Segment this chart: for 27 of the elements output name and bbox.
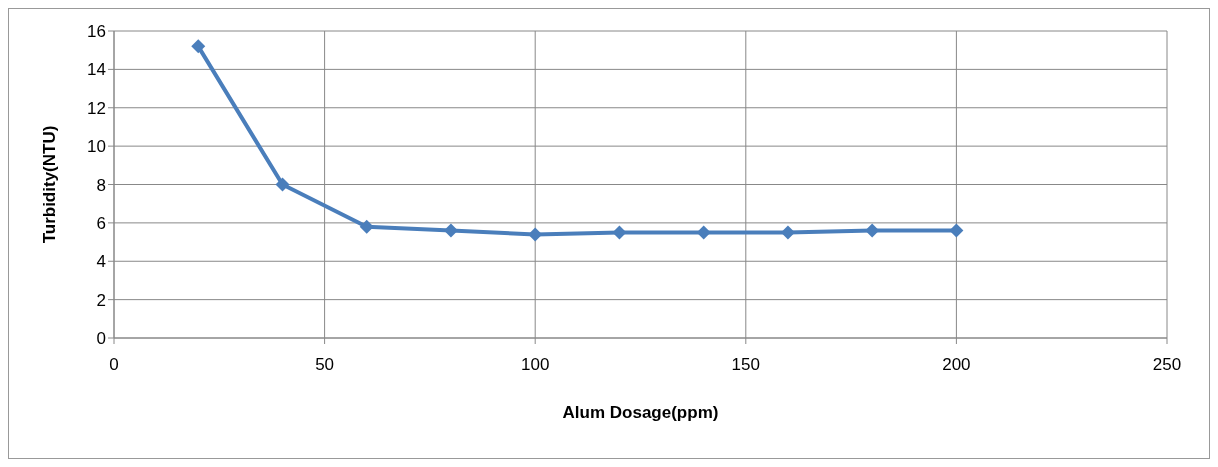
y-tick-label: 12 — [87, 98, 106, 118]
x-tick-label: 150 — [731, 355, 760, 375]
x-tick-label: 0 — [109, 355, 119, 375]
y-tick-label: 4 — [96, 252, 106, 272]
x-axis-title: Alum Dosage(ppm) — [562, 403, 719, 422]
y-tick-label: 2 — [96, 290, 106, 310]
point — [612, 225, 627, 240]
y-axis-title: Turbidity(NTU) — [40, 125, 60, 244]
point — [275, 177, 290, 192]
point — [696, 225, 711, 240]
y-tick-label: 14 — [87, 60, 106, 80]
point — [865, 223, 880, 238]
point — [780, 225, 795, 240]
x-tick-label: 250 — [1152, 355, 1182, 375]
y-tick-label: 0 — [96, 329, 106, 349]
x-tick-label: 100 — [521, 355, 550, 375]
point — [359, 219, 374, 234]
point — [191, 39, 206, 54]
point — [528, 227, 543, 242]
y-tick-label: 6 — [96, 213, 106, 233]
point — [949, 223, 964, 238]
y-tick-label: 16 — [87, 22, 106, 42]
x-tick-label: 50 — [315, 355, 335, 375]
y-tick-label: 10 — [87, 137, 106, 157]
y-tick-label: 8 — [96, 175, 106, 195]
x-tick-label: 200 — [942, 355, 971, 375]
point — [443, 223, 458, 238]
